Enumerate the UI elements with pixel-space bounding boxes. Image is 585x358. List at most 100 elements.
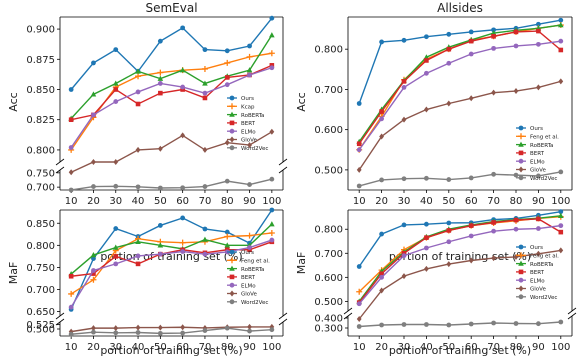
data-point	[401, 273, 407, 280]
y-tick-label: 0.850	[26, 219, 55, 230]
legend: Ours Feng et al. RoBERTa BERT ELMo GloVe Word2…	[227, 249, 270, 306]
data-point	[401, 37, 407, 43]
data-point	[401, 79, 407, 84]
legend-label: ELMo	[530, 278, 545, 284]
data-point	[401, 176, 407, 182]
x-axis: 10 20 30 40 50 60 70 80 90 100	[353, 336, 570, 353]
data-point	[536, 250, 541, 257]
axis-break-mark	[567, 312, 577, 320]
data-point	[468, 29, 474, 35]
data-point	[135, 146, 141, 153]
data-point	[424, 58, 429, 63]
axis-break-mark	[343, 312, 353, 320]
data-point	[558, 78, 564, 85]
data-point	[247, 328, 252, 334]
x-tick-label: 90	[532, 196, 545, 207]
legend-marker	[229, 249, 235, 255]
legend-label: Ours	[530, 245, 543, 251]
legend-marker	[229, 128, 235, 134]
axis-break-mark	[343, 307, 353, 315]
y-tick-label: 0.600	[314, 273, 343, 284]
data-point	[423, 54, 430, 60]
x-tick-label: 100	[262, 342, 281, 353]
data-point	[424, 34, 429, 40]
data-point	[179, 67, 186, 73]
y-tick-label: 0.700	[314, 85, 343, 96]
legend-marker	[229, 95, 235, 101]
data-point	[401, 322, 407, 327]
data-point	[468, 175, 474, 181]
data-point	[68, 145, 74, 150]
data-point	[268, 50, 275, 57]
legend-marker	[518, 277, 524, 283]
data-point	[90, 276, 97, 283]
data-point	[356, 288, 363, 295]
x-tick-label: 70	[487, 196, 500, 207]
data-point	[180, 132, 186, 139]
series-roberta	[68, 32, 275, 121]
data-point	[135, 101, 141, 107]
axis-break-mark	[55, 158, 65, 166]
data-point	[269, 237, 275, 243]
data-point	[68, 187, 74, 193]
data-point	[180, 84, 186, 90]
axes-lower: 0.700 0.750	[26, 166, 288, 194]
y-tick-label: 0.800	[26, 241, 55, 252]
data-point	[513, 226, 519, 232]
data-point	[446, 228, 452, 233]
data-point	[135, 324, 141, 331]
legend-marker	[518, 285, 524, 292]
legend-label: ELMo	[241, 283, 256, 289]
data-point	[446, 220, 452, 226]
data-point	[224, 82, 230, 88]
data-point	[379, 109, 384, 114]
y-tick-label: 0.300	[314, 324, 343, 335]
series-line	[358, 224, 561, 305]
data-point	[356, 183, 362, 189]
axis-break-mark	[567, 307, 577, 315]
data-point	[424, 322, 429, 327]
data-point	[379, 274, 384, 280]
data-point	[269, 327, 275, 333]
data-point	[202, 146, 208, 153]
series-line	[358, 19, 561, 104]
data-point	[401, 222, 407, 228]
data-point	[513, 88, 519, 95]
data-point	[202, 47, 208, 53]
series-elmo	[356, 38, 564, 153]
data-point	[157, 223, 163, 228]
data-point	[68, 273, 74, 279]
y-tick-label: 0.825	[26, 115, 55, 126]
legend-label: Word2Vec	[530, 295, 557, 301]
legend-label: GloVe	[241, 292, 257, 298]
data-point	[68, 169, 74, 176]
data-point	[202, 95, 208, 101]
data-point	[135, 238, 141, 244]
legend: Ours Feng et al. RoBERTa BERT ELMo GloVe Word2…	[516, 244, 559, 301]
data-point	[202, 80, 208, 86]
x-tick-label: 20	[87, 196, 100, 207]
data-point	[401, 250, 407, 256]
legend-label: Kcap	[241, 105, 255, 111]
legend-label: RoBERTa	[530, 143, 553, 149]
legend-marker	[229, 111, 235, 117]
chart-title: Allsides	[437, 1, 483, 15]
data-point	[491, 27, 496, 33]
x-tick-label: 40	[132, 196, 145, 207]
data-point	[269, 32, 275, 38]
legend-label: BERT	[530, 151, 545, 157]
data-point	[424, 70, 429, 76]
data-point	[446, 239, 452, 245]
legend-marker	[518, 269, 524, 275]
series-line	[71, 327, 272, 335]
data-point	[446, 31, 452, 37]
x-tick-label: 40	[420, 196, 433, 207]
series-line	[70, 209, 273, 310]
data-point	[113, 183, 119, 189]
data-point	[379, 39, 384, 45]
data-point	[269, 15, 275, 21]
series-line	[358, 40, 561, 151]
y-axis-label: Acc	[7, 92, 20, 111]
